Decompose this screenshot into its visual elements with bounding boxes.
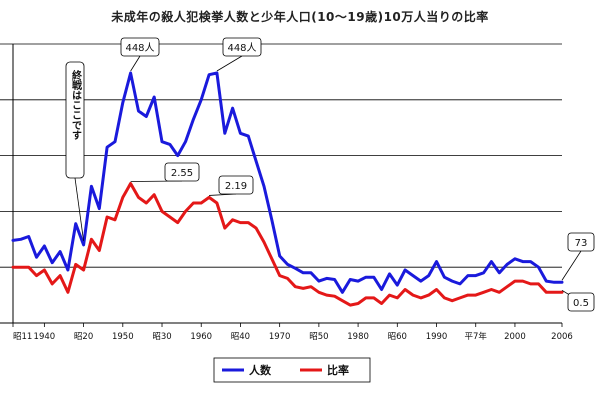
x-tick-label: 1940 <box>34 332 56 342</box>
callout-leader <box>130 55 141 72</box>
callout-box <box>222 37 262 57</box>
x-tick-label: 平7年 <box>465 331 488 342</box>
x-tick-label: 1950 <box>112 332 134 342</box>
x-tick-label: 1970 <box>269 332 291 342</box>
axes: 昭11 1940 昭20 1950 昭30 1960 昭40 1970 昭50 1980 昭60 19… <box>12 44 573 342</box>
data-label: 448人 <box>125 42 154 54</box>
callout-leader <box>561 250 582 281</box>
legend-label-1: 比率 <box>327 363 349 377</box>
callout-leader <box>216 55 243 72</box>
x-tick-label: 2000 <box>504 332 526 342</box>
data-label: 448人 <box>227 42 256 54</box>
x-tick-label: 昭50 <box>309 332 328 342</box>
callout-box <box>567 292 595 312</box>
series-line-0 <box>11 71 564 294</box>
series-lines <box>11 71 564 307</box>
callout-box <box>567 232 595 252</box>
x-tick-label: 昭60 <box>388 332 407 342</box>
callout-box <box>120 37 160 57</box>
x-tick-label: 2006 <box>551 332 573 342</box>
data-label: 2.19 <box>225 181 247 192</box>
grid <box>0 43 562 324</box>
x-tick-label: 昭11 <box>13 332 32 342</box>
data-label: 0.5 <box>573 298 589 309</box>
legend-label-0: 人数 <box>249 363 272 377</box>
war-end-callout-leader <box>74 177 84 241</box>
x-tick-label: 昭30 <box>152 332 171 342</box>
legend: 人数 比率 <box>213 357 371 383</box>
callout-box <box>164 162 200 182</box>
x-tick-label: 1960 <box>190 332 212 342</box>
war-end-callout-text: 終戦はここです <box>70 69 82 140</box>
x-tick-label: 昭40 <box>231 332 250 342</box>
annotations: 448人 448人 2.55 2.19 73 0.5 終戦はここです <box>65 37 595 312</box>
x-tick-label: 昭20 <box>74 332 93 342</box>
x-tick-label: 1980 <box>347 332 369 342</box>
callout-box <box>218 175 254 195</box>
series-line-1 <box>11 182 564 307</box>
data-label: 73 <box>575 238 588 249</box>
chart-title: 未成年の殺人犯検挙人数と少年人口(10〜19歳)10万人当りの比率 <box>111 10 489 24</box>
x-tick-label: 1990 <box>426 332 448 342</box>
data-label: 2.55 <box>171 168 193 179</box>
